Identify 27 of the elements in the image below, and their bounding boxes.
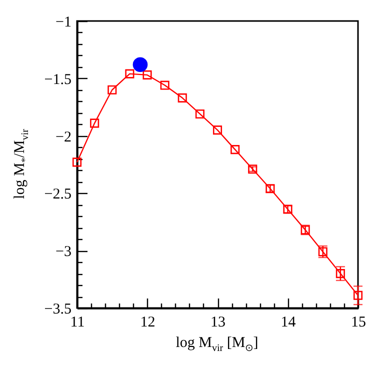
point <box>125 69 134 78</box>
y-tick-label: −1.5 <box>44 72 72 88</box>
point <box>72 158 82 167</box>
point <box>353 290 363 300</box>
x-tick-label: 14 <box>280 314 296 330</box>
y-tick-label: −3 <box>56 244 72 260</box>
x-tick-label: 13 <box>210 314 226 330</box>
point <box>132 57 148 72</box>
point <box>108 85 117 94</box>
y-tick-label: −2.5 <box>44 186 72 203</box>
y-tick-label: −2 <box>56 129 72 146</box>
point <box>142 70 152 80</box>
x-tick-label: 15 <box>351 314 366 330</box>
point <box>248 164 258 174</box>
point <box>318 247 328 256</box>
x-tick-label: 11 <box>70 314 85 330</box>
point <box>90 118 100 128</box>
point <box>212 126 222 135</box>
x-axis-title: log M$_{vir}$ [M$_{⊙}$] <box>176 335 258 354</box>
point <box>336 269 345 278</box>
point <box>178 93 187 102</box>
x-tick-label: 12 <box>140 314 156 330</box>
y-tick-label: −3.5 <box>44 302 72 318</box>
point <box>160 80 170 90</box>
point <box>195 109 204 119</box>
point <box>230 145 240 154</box>
y-tick-label: −1 <box>56 14 72 30</box>
